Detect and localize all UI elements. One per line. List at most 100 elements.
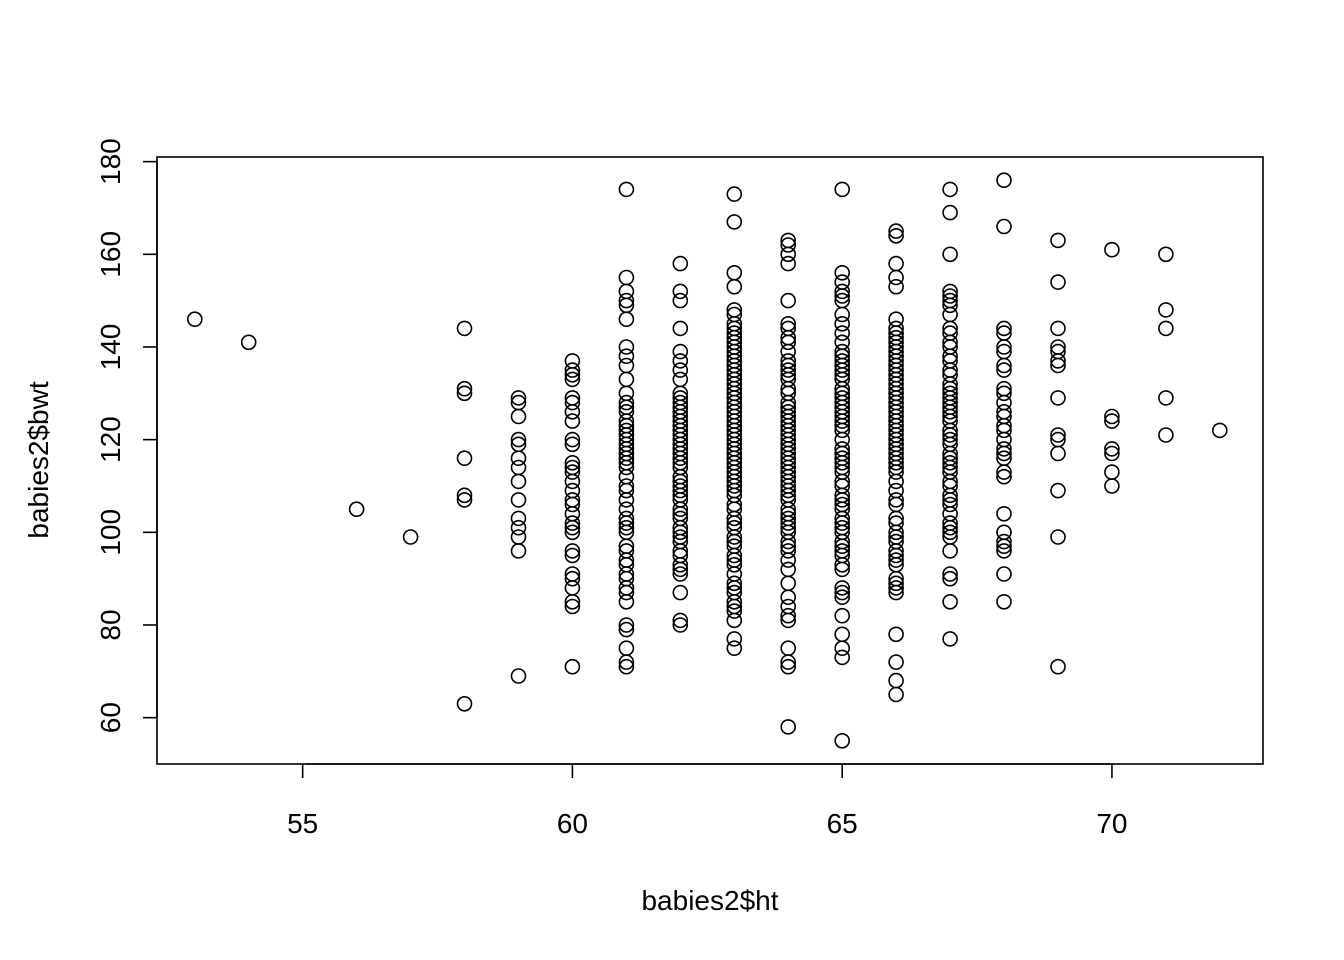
data-point — [510, 459, 527, 476]
data-point — [996, 422, 1012, 439]
data-point — [618, 492, 635, 508]
data-point — [1050, 232, 1066, 249]
data-point — [726, 186, 743, 202]
data-point — [942, 543, 958, 559]
data-point — [834, 492, 851, 508]
y-tick-label: 140 — [95, 324, 126, 371]
data-point — [834, 515, 851, 531]
data-point — [942, 487, 958, 504]
data-point — [456, 492, 473, 508]
data-point — [618, 450, 635, 467]
data-point — [726, 640, 743, 657]
data-point — [780, 246, 797, 263]
data-point — [780, 612, 797, 629]
data-point — [834, 584, 851, 601]
data-point — [888, 547, 904, 564]
data-point — [672, 561, 689, 578]
data-point — [510, 668, 527, 684]
data-point — [456, 380, 473, 397]
data-point — [240, 334, 257, 351]
data-point — [618, 658, 635, 675]
data-point — [942, 570, 958, 587]
data-point — [672, 556, 689, 573]
data-point — [564, 371, 581, 388]
data-point — [618, 593, 635, 610]
data-point — [834, 306, 851, 323]
data-point — [942, 204, 958, 221]
data-point — [456, 385, 473, 402]
data-point — [996, 339, 1012, 355]
data-point — [996, 505, 1012, 522]
data-point — [1104, 241, 1120, 258]
data-point — [1050, 482, 1066, 499]
data-point — [672, 482, 689, 499]
data-point — [510, 450, 527, 467]
data-point — [888, 464, 904, 480]
data-point — [834, 556, 851, 573]
data-point — [564, 543, 581, 559]
data-point — [672, 362, 689, 378]
x-axis-ticks: 55 60 65 70 — [287, 764, 1128, 839]
data-point — [1050, 274, 1066, 290]
data-point — [888, 626, 904, 643]
data-point — [618, 339, 635, 355]
data-point — [888, 524, 904, 541]
data-point — [996, 441, 1012, 457]
data-point — [564, 580, 581, 596]
data-point — [618, 357, 635, 374]
data-point — [780, 334, 797, 351]
y-tick-label: 100 — [95, 509, 126, 556]
data-point — [996, 445, 1012, 462]
data-point — [942, 403, 958, 420]
y-tick-label: 120 — [95, 416, 126, 463]
data-point — [456, 695, 473, 712]
data-point — [1158, 302, 1174, 318]
data-point — [780, 237, 797, 253]
data-point — [672, 371, 689, 388]
data-point — [564, 570, 581, 587]
data-point — [726, 510, 743, 527]
data-point — [456, 320, 473, 337]
data-point — [618, 515, 635, 531]
data-point — [942, 566, 958, 582]
data-point — [672, 566, 689, 582]
data-point — [456, 450, 473, 467]
data-point — [726, 478, 743, 494]
data-point — [510, 408, 527, 425]
data-points — [187, 172, 1228, 749]
data-point — [618, 394, 635, 411]
data-point — [1158, 320, 1174, 337]
data-point — [564, 519, 581, 536]
data-point — [564, 413, 581, 429]
data-point — [834, 649, 851, 666]
data-point — [510, 510, 527, 527]
data-point — [834, 181, 851, 198]
data-point — [780, 362, 797, 378]
data-point — [942, 524, 958, 541]
data-point — [1050, 445, 1066, 462]
data-point — [780, 589, 797, 606]
data-point — [726, 278, 743, 295]
data-point — [1104, 464, 1120, 480]
data-point — [834, 589, 851, 606]
data-point — [888, 575, 904, 592]
data-point — [564, 524, 581, 541]
data-point — [996, 464, 1012, 480]
data-point — [564, 547, 581, 564]
data-point — [564, 431, 581, 448]
data-point — [780, 607, 797, 624]
data-point — [888, 654, 904, 670]
data-point — [888, 223, 904, 239]
plot-frame — [156, 156, 1264, 765]
data-point — [942, 519, 958, 536]
data-point — [672, 450, 689, 467]
data-point — [564, 515, 581, 531]
data-point — [780, 543, 797, 559]
data-point — [780, 719, 797, 735]
data-point — [564, 403, 581, 420]
data-point — [996, 566, 1012, 582]
data-point — [888, 454, 904, 471]
data-point — [780, 654, 797, 670]
data-point — [780, 575, 797, 592]
